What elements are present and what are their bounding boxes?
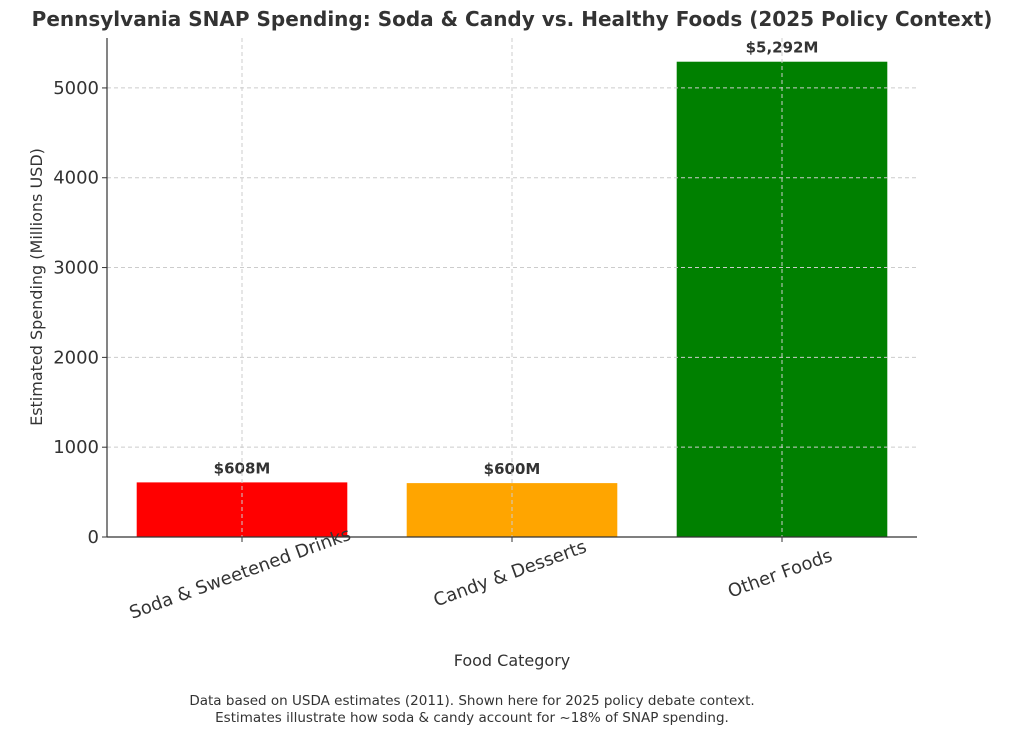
footnote-line-1: Data based on USDA estimates (2011). Sho…	[189, 693, 754, 709]
y-axis-label: Estimated Spending (Millions USD)	[27, 148, 46, 426]
bars: $608M $600M$5,292M	[136, 39, 888, 538]
grid	[107, 38, 917, 537]
y-tick-label-4: 4000	[53, 168, 99, 189]
chart-title: Pennsylvania SNAP Spending: Soda & Candy…	[32, 7, 993, 31]
y-tick-label-5: 5000	[53, 78, 99, 99]
y-tick-label-2: 2000	[53, 347, 99, 368]
y-tick-label-1: 1000	[53, 437, 99, 458]
footnote-line-2: Estimates illustrate how soda & candy ac…	[215, 710, 729, 726]
y-tick-label-3: 3000	[53, 258, 99, 279]
x-tick-label-1: Candy & Desserts	[431, 536, 590, 611]
bar-value-label-1: $600M	[484, 460, 541, 478]
x-axis-label: Food Category	[454, 651, 571, 670]
x-tick-label-0: Soda & Sweetened Drinks	[127, 524, 354, 624]
y-tick-label-0: 0	[88, 527, 99, 548]
x-tick-label-2: Other Foods	[725, 545, 835, 602]
